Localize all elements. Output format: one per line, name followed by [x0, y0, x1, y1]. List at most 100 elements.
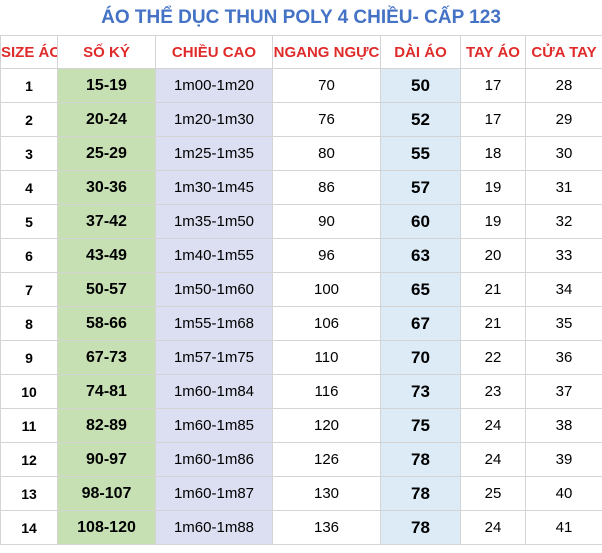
table-cell: 30 [525, 136, 602, 171]
table-cell: 78 [380, 510, 461, 545]
table-cell: 78 [380, 442, 461, 477]
table-cell: 20-24 [57, 102, 156, 137]
table-cell: 22 [460, 340, 526, 375]
table-cell: 1m25-1m35 [155, 136, 273, 171]
table-cell: 78 [380, 476, 461, 511]
table-cell: 1m60-1m85 [155, 408, 273, 443]
table-cell: 32 [525, 204, 602, 239]
table-cell: 17 [460, 68, 526, 103]
table-cell: 55 [380, 136, 461, 171]
table-cell: 7 [0, 272, 58, 307]
table-cell: 82-89 [57, 408, 156, 443]
table-cell: 90 [272, 204, 381, 239]
table-row: 9 67-73 1m57-1m75 110 70 22 36 [0, 340, 602, 375]
table-cell: 41 [525, 510, 602, 545]
table-cell: 25-29 [57, 136, 156, 171]
table-cell: 20 [460, 238, 526, 273]
column-header: CHIỀU CAO [155, 35, 273, 69]
table-cell: 98-107 [57, 476, 156, 511]
table-cell: 9 [0, 340, 58, 375]
table-cell: 36 [525, 340, 602, 375]
table-cell: 25 [460, 476, 526, 511]
table-cell: 24 [460, 408, 526, 443]
table-cell: 34 [525, 272, 602, 307]
table-cell: 50-57 [57, 272, 156, 307]
table-cell: 1m20-1m30 [155, 102, 273, 137]
table-cell: 35 [525, 306, 602, 341]
column-header: SỐ KÝ [57, 35, 156, 69]
table-cell: 8 [0, 306, 58, 341]
table-cell: 65 [380, 272, 461, 307]
table-cell: 30-36 [57, 170, 156, 205]
table-cell: 37-42 [57, 204, 156, 239]
table-cell: 73 [380, 374, 461, 409]
table-cell: 96 [272, 238, 381, 273]
table-cell: 75 [380, 408, 461, 443]
table-cell: 40 [525, 476, 602, 511]
table-row: 2 20-24 1m20-1m30 76 52 17 29 [0, 102, 602, 137]
table-cell: 13 [0, 476, 58, 511]
table-cell: 1m35-1m50 [155, 204, 273, 239]
table-cell: 1m00-1m20 [155, 68, 273, 103]
table-cell: 70 [272, 68, 381, 103]
table-row: 8 58-66 1m55-1m68 106 67 21 35 [0, 306, 602, 341]
table-cell: 90-97 [57, 442, 156, 477]
table-cell: 17 [460, 102, 526, 137]
header-row: SIZE ÁO SỐ KÝ CHIỀU CAO NGANG NGỰC DÀI ÁO TAY… [0, 35, 602, 69]
column-header: DÀI ÁO [380, 35, 461, 69]
table-row: 5 37-42 1m35-1m50 90 60 19 32 [0, 204, 602, 239]
table-cell: 18 [460, 136, 526, 171]
table-cell: 1m60-1m86 [155, 442, 273, 477]
size-table: SIZE ÁO SỐ KÝ CHIỀU CAO NGANG NGỰC DÀI ÁO TAY… [0, 35, 602, 545]
table-cell: 108-120 [57, 510, 156, 545]
table-cell: 19 [460, 204, 526, 239]
table-row: 14 108-120 1m60-1m88 136 78 24 41 [0, 510, 602, 545]
table-cell: 33 [525, 238, 602, 273]
table-cell: 11 [0, 408, 58, 443]
table-cell: 58-66 [57, 306, 156, 341]
column-header: SIZE ÁO [0, 35, 58, 69]
table-cell: 6 [0, 238, 58, 273]
table-body: 1 15-19 1m00-1m20 70 50 17 28 2 20-24 1m20-1m30 76… [0, 68, 602, 545]
title: ÁO THỂ DỤC THUN POLY 4 CHIỀU- CẤP 123 [101, 7, 501, 28]
table-cell: 60 [380, 204, 461, 239]
table-cell: 63 [380, 238, 461, 273]
table-cell: 12 [0, 442, 58, 477]
table-cell: 23 [460, 374, 526, 409]
table-cell: 106 [272, 306, 381, 341]
table-cell: 43-49 [57, 238, 156, 273]
table-cell: 10 [0, 374, 58, 409]
table-cell: 14 [0, 510, 58, 545]
table-cell: 1m60-1m88 [155, 510, 273, 545]
table-cell: 24 [460, 442, 526, 477]
table-cell: 4 [0, 170, 58, 205]
table-cell: 38 [525, 408, 602, 443]
table-cell: 39 [525, 442, 602, 477]
table-cell: 67 [380, 306, 461, 341]
table-cell: 120 [272, 408, 381, 443]
table-cell: 21 [460, 272, 526, 307]
table-row: 10 74-81 1m60-1m84 116 73 23 37 [0, 374, 602, 409]
table-cell: 126 [272, 442, 381, 477]
table-cell: 1m40-1m55 [155, 238, 273, 273]
table-cell: 110 [272, 340, 381, 375]
column-header: NGANG NGỰC [272, 35, 381, 69]
table-cell: 76 [272, 102, 381, 137]
table-cell: 21 [460, 306, 526, 341]
table-cell: 1m50-1m60 [155, 272, 273, 307]
table-row: 6 43-49 1m40-1m55 96 63 20 33 [0, 238, 602, 273]
table-cell: 1m30-1m45 [155, 170, 273, 205]
table-cell: 67-73 [57, 340, 156, 375]
table-cell: 31 [525, 170, 602, 205]
table-cell: 57 [380, 170, 461, 205]
table-row: 4 30-36 1m30-1m45 86 57 19 31 [0, 170, 602, 205]
table-cell: 52 [380, 102, 461, 137]
table-cell: 3 [0, 136, 58, 171]
table-cell: 1m60-1m87 [155, 476, 273, 511]
table-cell: 24 [460, 510, 526, 545]
table-row: 13 98-107 1m60-1m87 130 78 25 40 [0, 476, 602, 511]
table-cell: 29 [525, 102, 602, 137]
table-row: 12 90-97 1m60-1m86 126 78 24 39 [0, 442, 602, 477]
table-cell: 5 [0, 204, 58, 239]
